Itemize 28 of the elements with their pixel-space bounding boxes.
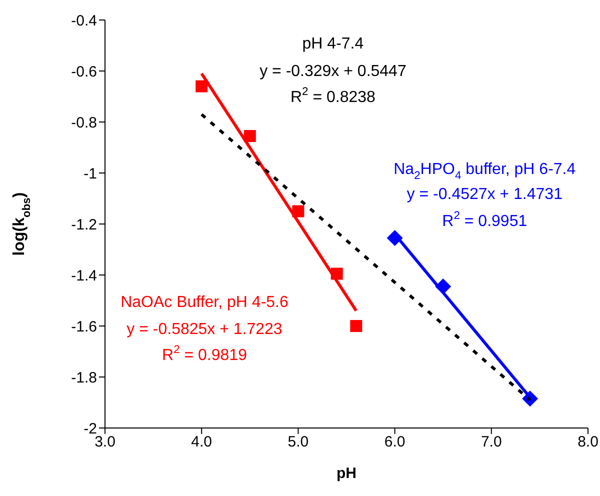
y-tick-label: -0.4: [71, 12, 97, 30]
y-tick-label: -0.6: [71, 63, 97, 80]
annotation: pH 4-7.4: [302, 36, 364, 53]
x-axis-title: pH: [336, 465, 356, 482]
annotation: R$^{2}$ = 0.9951: [442, 210, 528, 230]
y-tick-label: -1.4: [71, 267, 97, 284]
x-tick-label: 8.0: [578, 434, 598, 451]
annotation: R$^{2}$ = 0.8238: [290, 86, 376, 106]
y-tick-label: -1.2: [71, 216, 97, 234]
y-tick-label: -1.6: [71, 318, 97, 336]
annotation: NaOAc Buffer, pH 4-5.6: [120, 294, 288, 312]
x-tick-label: 5.0: [288, 434, 309, 451]
x-tick-label: 3.0: [94, 434, 116, 451]
y-tick-label: -0.8: [71, 114, 97, 132]
point: [196, 80, 208, 92]
annotation: y = -0.329x + 0.5447: [260, 63, 406, 80]
y-tick-label: -1.8: [71, 369, 97, 386]
point: [350, 320, 362, 332]
x-tick-label: 6.0: [384, 434, 406, 451]
annotation: y = -0.4527x + 1.4731: [406, 186, 563, 204]
y-tick-label: -1: [84, 165, 97, 182]
y-tick-label: -2: [84, 420, 97, 438]
annotation: R$^{2}$ = 0.9819: [162, 344, 248, 364]
x-tick-label: 4.0: [191, 434, 212, 451]
annotation: y = -0.5825x + 1.7223: [126, 321, 282, 338]
annotation: Na$_{2}$HPO$_{4}$ buffer, pH 6-7.4: [394, 161, 576, 182]
point: [244, 130, 256, 142]
x-tick-label: 7.0: [480, 434, 502, 451]
